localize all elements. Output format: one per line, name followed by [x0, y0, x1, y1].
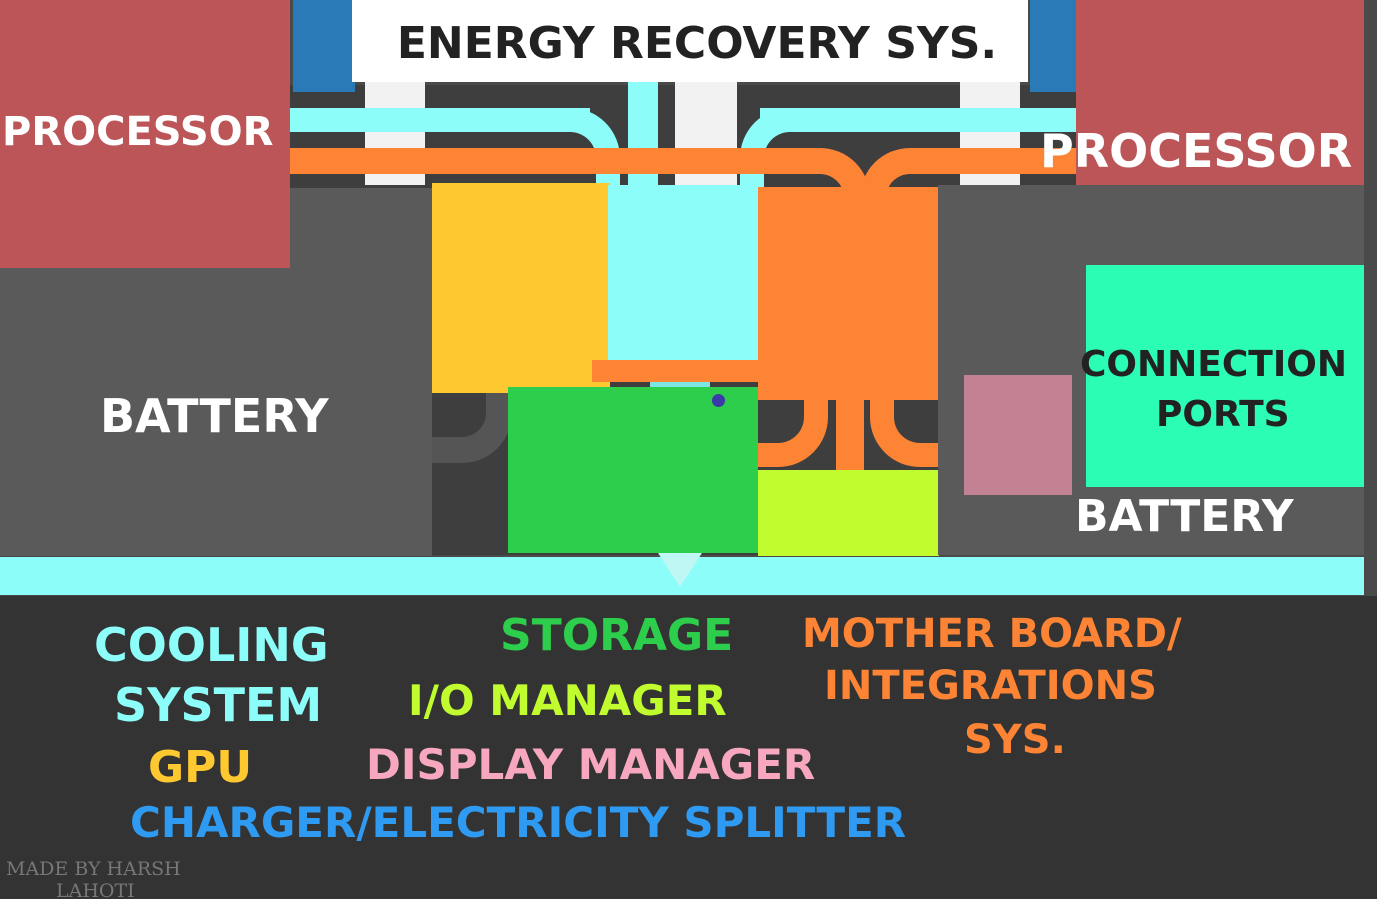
- credit-line-2: LAHOTI: [56, 880, 135, 902]
- connection-ports-label-1: CONNECTION: [1080, 344, 1347, 385]
- battery-left-label: BATTERY: [100, 389, 329, 443]
- storage-dot: [712, 394, 725, 407]
- processor-left-label: PROCESSOR: [2, 109, 274, 155]
- legend-display-manager: DISPLAY MANAGER: [366, 740, 816, 789]
- processor-left-bottom: [0, 188, 290, 268]
- legend-cooling-1: COOLING: [94, 618, 329, 672]
- legend-io-manager: I/O MANAGER: [408, 676, 727, 725]
- display-manager-block: [964, 375, 1072, 495]
- legend-charger: CHARGER/ELECTRICITY SPLITTER: [130, 798, 907, 847]
- diagram: ENERGY RECOVERY SYS. PROCESSOR PROCESSOR…: [0, 0, 1377, 600]
- charger-block-left: [293, 0, 355, 92]
- legend-motherboard-1: MOTHER BOARD/: [802, 611, 1182, 657]
- charger-block-right: [1030, 0, 1082, 92]
- legend-motherboard-3: SYS.: [964, 717, 1066, 763]
- legend-panel: COOLING SYSTEM STORAGE I/O MANAGER MOTHE…: [0, 596, 1377, 902]
- cooling-pipe-funnel: [658, 553, 702, 587]
- legend-motherboard-2: INTEGRATIONS: [824, 663, 1157, 709]
- legend-gpu: GPU: [148, 742, 253, 793]
- battery-right-label: BATTERY: [1075, 491, 1294, 542]
- storage-block: [508, 387, 758, 553]
- motherboard-block: [758, 187, 938, 400]
- legend-storage: STORAGE: [500, 610, 734, 661]
- motherboard-pipe-top-left: [290, 148, 760, 174]
- gpu-block: [432, 183, 610, 393]
- connection-ports-label-2: PORTS: [1156, 394, 1290, 435]
- title-box: [352, 0, 1028, 82]
- processor-right-label: PROCESSOR: [1040, 124, 1353, 178]
- motherboard-pipe-mid: [592, 360, 762, 382]
- legend-cooling-2: SYSTEM: [114, 678, 323, 732]
- cooling-pipe-top-right: [760, 108, 1080, 132]
- cooling-pipe-top-left: [290, 108, 590, 132]
- connection-ports-block: [1086, 265, 1364, 487]
- io-manager-block: [758, 470, 939, 556]
- title: ENERGY RECOVERY SYS.: [396, 18, 998, 69]
- cooling-block: [608, 185, 760, 360]
- motherboard-pipe-top-right: [930, 148, 1080, 174]
- motherboard-pipe-down: [836, 395, 864, 475]
- credit-line-1: MADE BY HARSH: [6, 858, 181, 880]
